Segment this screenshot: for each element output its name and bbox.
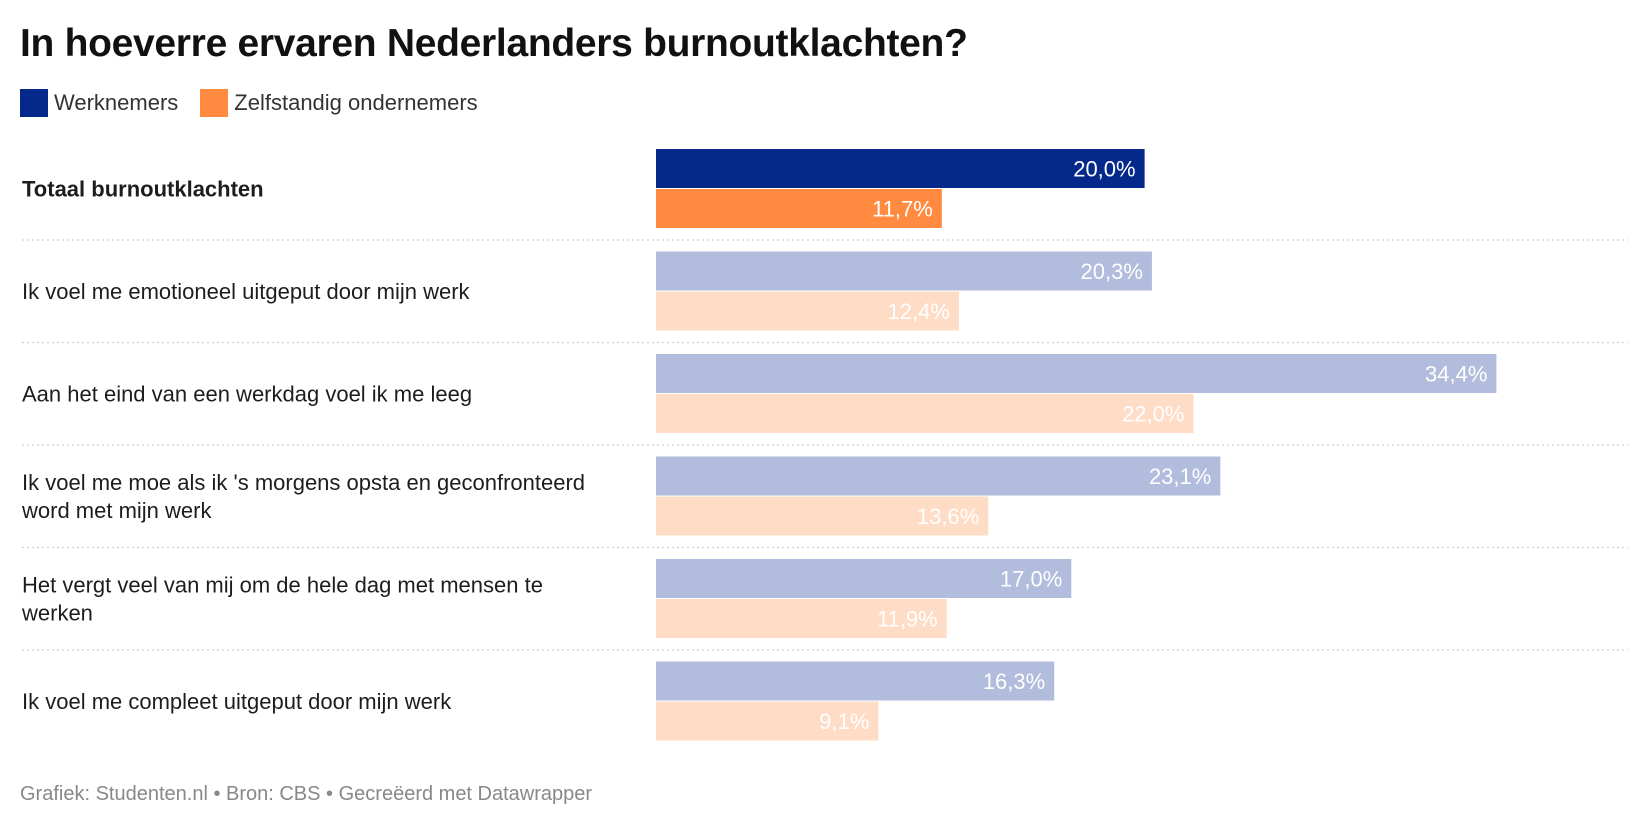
bar-value-label: 11,7% bbox=[872, 197, 933, 222]
bar-chart: Totaal burnoutklachten 20,0% 11,7% Ik voel … bbox=[21, 149, 1628, 741]
bar bbox=[656, 496, 989, 536]
legend-label-werknemers: Werknemers bbox=[54, 90, 179, 115]
bar-value-label: 20,0% bbox=[1073, 157, 1135, 182]
legend-item-werknemers: Werknemers bbox=[20, 89, 178, 117]
bar bbox=[656, 456, 1221, 496]
bar bbox=[656, 599, 947, 638]
bar-value-label: 17,0% bbox=[1000, 567, 1062, 592]
category-label: werken bbox=[21, 601, 93, 626]
category-label: Aan het eind van een werkdag voel ik me … bbox=[22, 382, 472, 407]
bar bbox=[656, 661, 1055, 701]
bar-value-label: 13,6% bbox=[917, 504, 979, 529]
category-label: Ik voel me compleet uitgeput door mijn w… bbox=[22, 689, 452, 714]
legend-swatch-zelfstandig-ondernemers bbox=[200, 89, 229, 117]
category-label: Ik voel me emotioneel uitgeput door mijn… bbox=[22, 279, 471, 304]
bar bbox=[656, 701, 879, 741]
bar bbox=[656, 291, 959, 331]
chart-footer: Grafiek: Studenten.nl • Bron: CBS • Gecr… bbox=[20, 783, 593, 805]
category-label: Ik voel me moe als ik 's morgens opsta e… bbox=[22, 470, 585, 495]
bar-value-label: 23,1% bbox=[1149, 464, 1211, 489]
category-label: Het vergt veel van mij om de hele dag me… bbox=[22, 573, 543, 598]
bar-value-label: 22,0% bbox=[1122, 402, 1184, 427]
legend: Werknemers Zelfstandig ondernemers bbox=[20, 89, 500, 117]
chart-title: In hoeverre ervaren Nederlanders burnout… bbox=[20, 22, 968, 65]
bar-value-label: 11,9% bbox=[877, 607, 938, 632]
bar bbox=[656, 354, 1497, 393]
bar bbox=[656, 394, 1194, 433]
legend-swatch-werknemers bbox=[20, 89, 48, 117]
bar-value-label: 12,4% bbox=[888, 299, 950, 324]
legend-label-zelfstandig-ondernemers: Zelfstandig ondernemers bbox=[234, 90, 478, 115]
category-label: Totaal burnoutklachten bbox=[22, 177, 264, 202]
bar bbox=[656, 559, 1072, 598]
bar-value-label: 9,1% bbox=[819, 709, 869, 734]
legend-item-zelfstandig-ondernemers: Zelfstandig ondernemers bbox=[200, 89, 478, 117]
bar-value-label: 34,4% bbox=[1425, 362, 1487, 387]
category-label: word met mijn werk bbox=[21, 498, 212, 523]
bar bbox=[656, 189, 942, 228]
bar bbox=[656, 149, 1145, 188]
bar-value-label: 20,3% bbox=[1081, 259, 1143, 284]
bar-value-label: 16,3% bbox=[983, 669, 1045, 694]
bar bbox=[656, 251, 1152, 291]
